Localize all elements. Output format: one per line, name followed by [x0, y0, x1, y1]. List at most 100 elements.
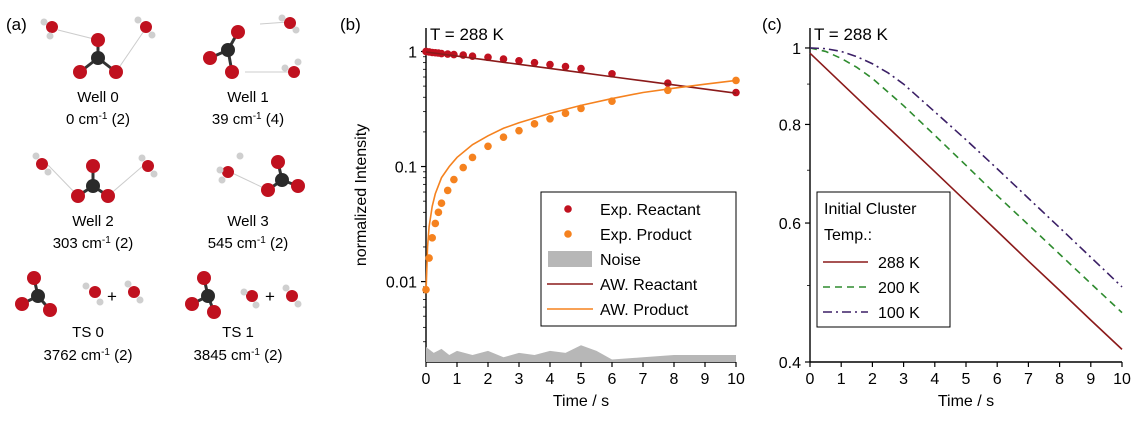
well-0-name: Well 0: [77, 89, 118, 106]
chart-0-series-aw-product-line: [425, 79, 737, 293]
structure-ts-0: + TS 0 3762 cm-1 (2): [15, 271, 144, 364]
chart-0-legend-marker: [548, 251, 592, 267]
chart-1-y-tick-label: 0.4: [779, 355, 801, 372]
well-2-energy: 303 cm-1 (2): [53, 235, 134, 253]
chart-0-series-exp-reactant-point: [561, 62, 570, 71]
chart-1-x-tick-label: 1: [837, 371, 846, 388]
panel-a-structures: (a) Well 0 0 cm-1 (2): [6, 14, 305, 364]
structure-well-2: Well 2 303 cm-1 (2): [32, 152, 158, 253]
chart-1-legend-label: 288 K: [878, 255, 920, 272]
chart-1-legend-label: 200 K: [878, 280, 920, 297]
chart-1-legend-box: [816, 191, 951, 328]
chart-0-y-tick-label: 0.01: [386, 275, 417, 292]
chart-1-x-tick-label: 5: [962, 371, 971, 388]
chart-1-x-tick-label: 3: [899, 371, 908, 388]
chart-0-annotation: T = 288 K: [430, 25, 505, 44]
chart-1-y-tick-label: 0.6: [779, 216, 801, 233]
chart-0-legend-label: AW. Reactant: [600, 277, 698, 294]
panel-c-label: (c): [762, 15, 782, 34]
well-2-name: Well 2: [72, 213, 113, 230]
chart-0-legend: Exp. Reactant Exp. Product Noise AW. Reacta…: [540, 191, 737, 327]
chart-0-x-tick-label: 0: [422, 371, 431, 388]
chart-0-x-tick-label: 10: [727, 371, 745, 388]
panel-b-chart: (b) 0 1 2 3 4 5 6 7 8 9 10 0.01 0.1 1 Time / s normaliz…: [340, 15, 745, 410]
chart-0-series-exp-reactant-point: [499, 55, 508, 63]
chart-0-series-exp-reactant-point: [577, 64, 585, 73]
chart-1-x-tick-label: 6: [993, 371, 1002, 388]
chart-0-x-tick-label: 9: [701, 371, 710, 388]
chart-0-series-exp-product-point: [434, 208, 443, 217]
well-3-energy: 545 cm-1 (2): [208, 235, 289, 253]
chart-0-series-exp-product-point: [530, 120, 539, 128]
chart-0-y-tick-label: 1: [408, 44, 417, 61]
chart-1-series-288-k-line: [809, 52, 1123, 350]
chart-0-x-tick-label: 7: [639, 371, 648, 388]
structure-well-3: Well 3 545 cm-1 (2): [208, 152, 305, 253]
chart-1-x-tick-label: 9: [1086, 371, 1095, 388]
chart-0-series-exp-reactant-point: [443, 50, 452, 58]
chart-1-x-tick-label: 7: [1024, 371, 1033, 388]
chart-1-series-200-k-line: [809, 47, 1123, 314]
chart-0-series-exp-product-point: [561, 109, 570, 118]
chart-0-legend-label: Exp. Reactant: [600, 202, 701, 219]
chart-0-legend-label: AW. Product: [600, 302, 689, 319]
chart-0-legend-marker: [564, 230, 572, 238]
chart-0-series-exp-product-point: [431, 219, 440, 228]
chart-0-legend-label: Exp. Product: [600, 227, 692, 244]
chart-0-x-tick-label: 4: [546, 371, 555, 388]
chart-0-series-exp-product-point: [664, 86, 672, 95]
chart-1-annotation: T = 288 K: [814, 25, 889, 44]
chart-0-series-exp-product-point: [515, 126, 523, 135]
structure-well-1: Well 1 39 cm-1 (4): [203, 14, 302, 129]
chart-1-x-tick-label: 0: [806, 371, 815, 388]
chart-1-x-tick-label: 8: [1055, 371, 1064, 388]
chart-1-x-tick-label: 10: [1113, 371, 1131, 388]
panel-b-label: (b): [340, 15, 361, 34]
ts-1-plus: +: [265, 287, 275, 306]
ts-0-name: TS 0: [72, 324, 104, 341]
chart-0-x-tick-label: 3: [515, 371, 524, 388]
chart-0-series-exp-product-point: [450, 175, 458, 184]
structure-well-0: Well 0 0 cm-1 (2): [40, 16, 156, 128]
chart-0-x-tick-label: 5: [577, 371, 586, 388]
chart-0-y-tick-label: 0.1: [395, 160, 417, 177]
chart-0-x-tick-label: 1: [453, 371, 462, 388]
chart-0-xlabel: Time / s: [553, 393, 609, 410]
chart-0-series-exp-product-point: [499, 133, 508, 141]
chart-0-series-exp-reactant-point: [608, 69, 616, 78]
well-1-name: Well 1: [227, 89, 268, 106]
chart-0-series-exp-product-point: [459, 163, 468, 172]
ts-0-plus: +: [107, 287, 117, 306]
well-1-energy: 39 cm-1 (4): [212, 111, 284, 129]
panel-a-label: (a): [6, 15, 27, 34]
structure-ts-1: + TS 1 3845 cm-1 (2): [185, 271, 302, 364]
chart-1-y-tick-label: 1: [792, 41, 801, 58]
chart-0-x-tick-label: 8: [670, 371, 679, 388]
chart-1-legend-label: 100 K: [878, 305, 920, 322]
chart-0-series-exp-reactant-point: [546, 60, 554, 69]
chart-0-series-exp-reactant-point: [515, 56, 523, 65]
chart-1-xlabel: Time / s: [938, 393, 994, 410]
chart-0-x-tick-label: 2: [484, 371, 493, 388]
chart-0-series-aw-reactant-line: [425, 51, 737, 94]
chart-0-series-noise-band: [426, 345, 736, 362]
ts-0-energy: 3762 cm-1 (2): [44, 347, 133, 365]
chart-1-x-tick-label: 2: [868, 371, 877, 388]
chart-0-series-exp-product-point: [484, 142, 492, 151]
chart-0-series-exp-product-point: [437, 199, 446, 208]
chart-0-series-exp-reactant-point: [530, 58, 539, 67]
chart-0-series-exp-product-point: [443, 186, 452, 195]
chart-1-legend-title: Initial Cluster: [824, 201, 917, 218]
chart-1-x-tick-label: 4: [930, 371, 939, 388]
chart-1-y-tick-label: 0.8: [779, 117, 801, 134]
chart-0-ylabel: normalized Intensity: [353, 124, 370, 266]
chart-0-legend-marker: [564, 205, 572, 213]
ts-1-energy: 3845 cm-1 (2): [194, 347, 283, 365]
chart-1-legend-title: Temp.:: [824, 227, 872, 244]
ts-1-name: TS 1: [222, 324, 254, 341]
chart-0-series-exp-product-point: [546, 114, 554, 123]
chart-0-series-exp-product-point: [428, 234, 437, 242]
chart-0-x-tick-label: 6: [608, 371, 617, 388]
chart-0-legend-label: Noise: [600, 252, 641, 269]
